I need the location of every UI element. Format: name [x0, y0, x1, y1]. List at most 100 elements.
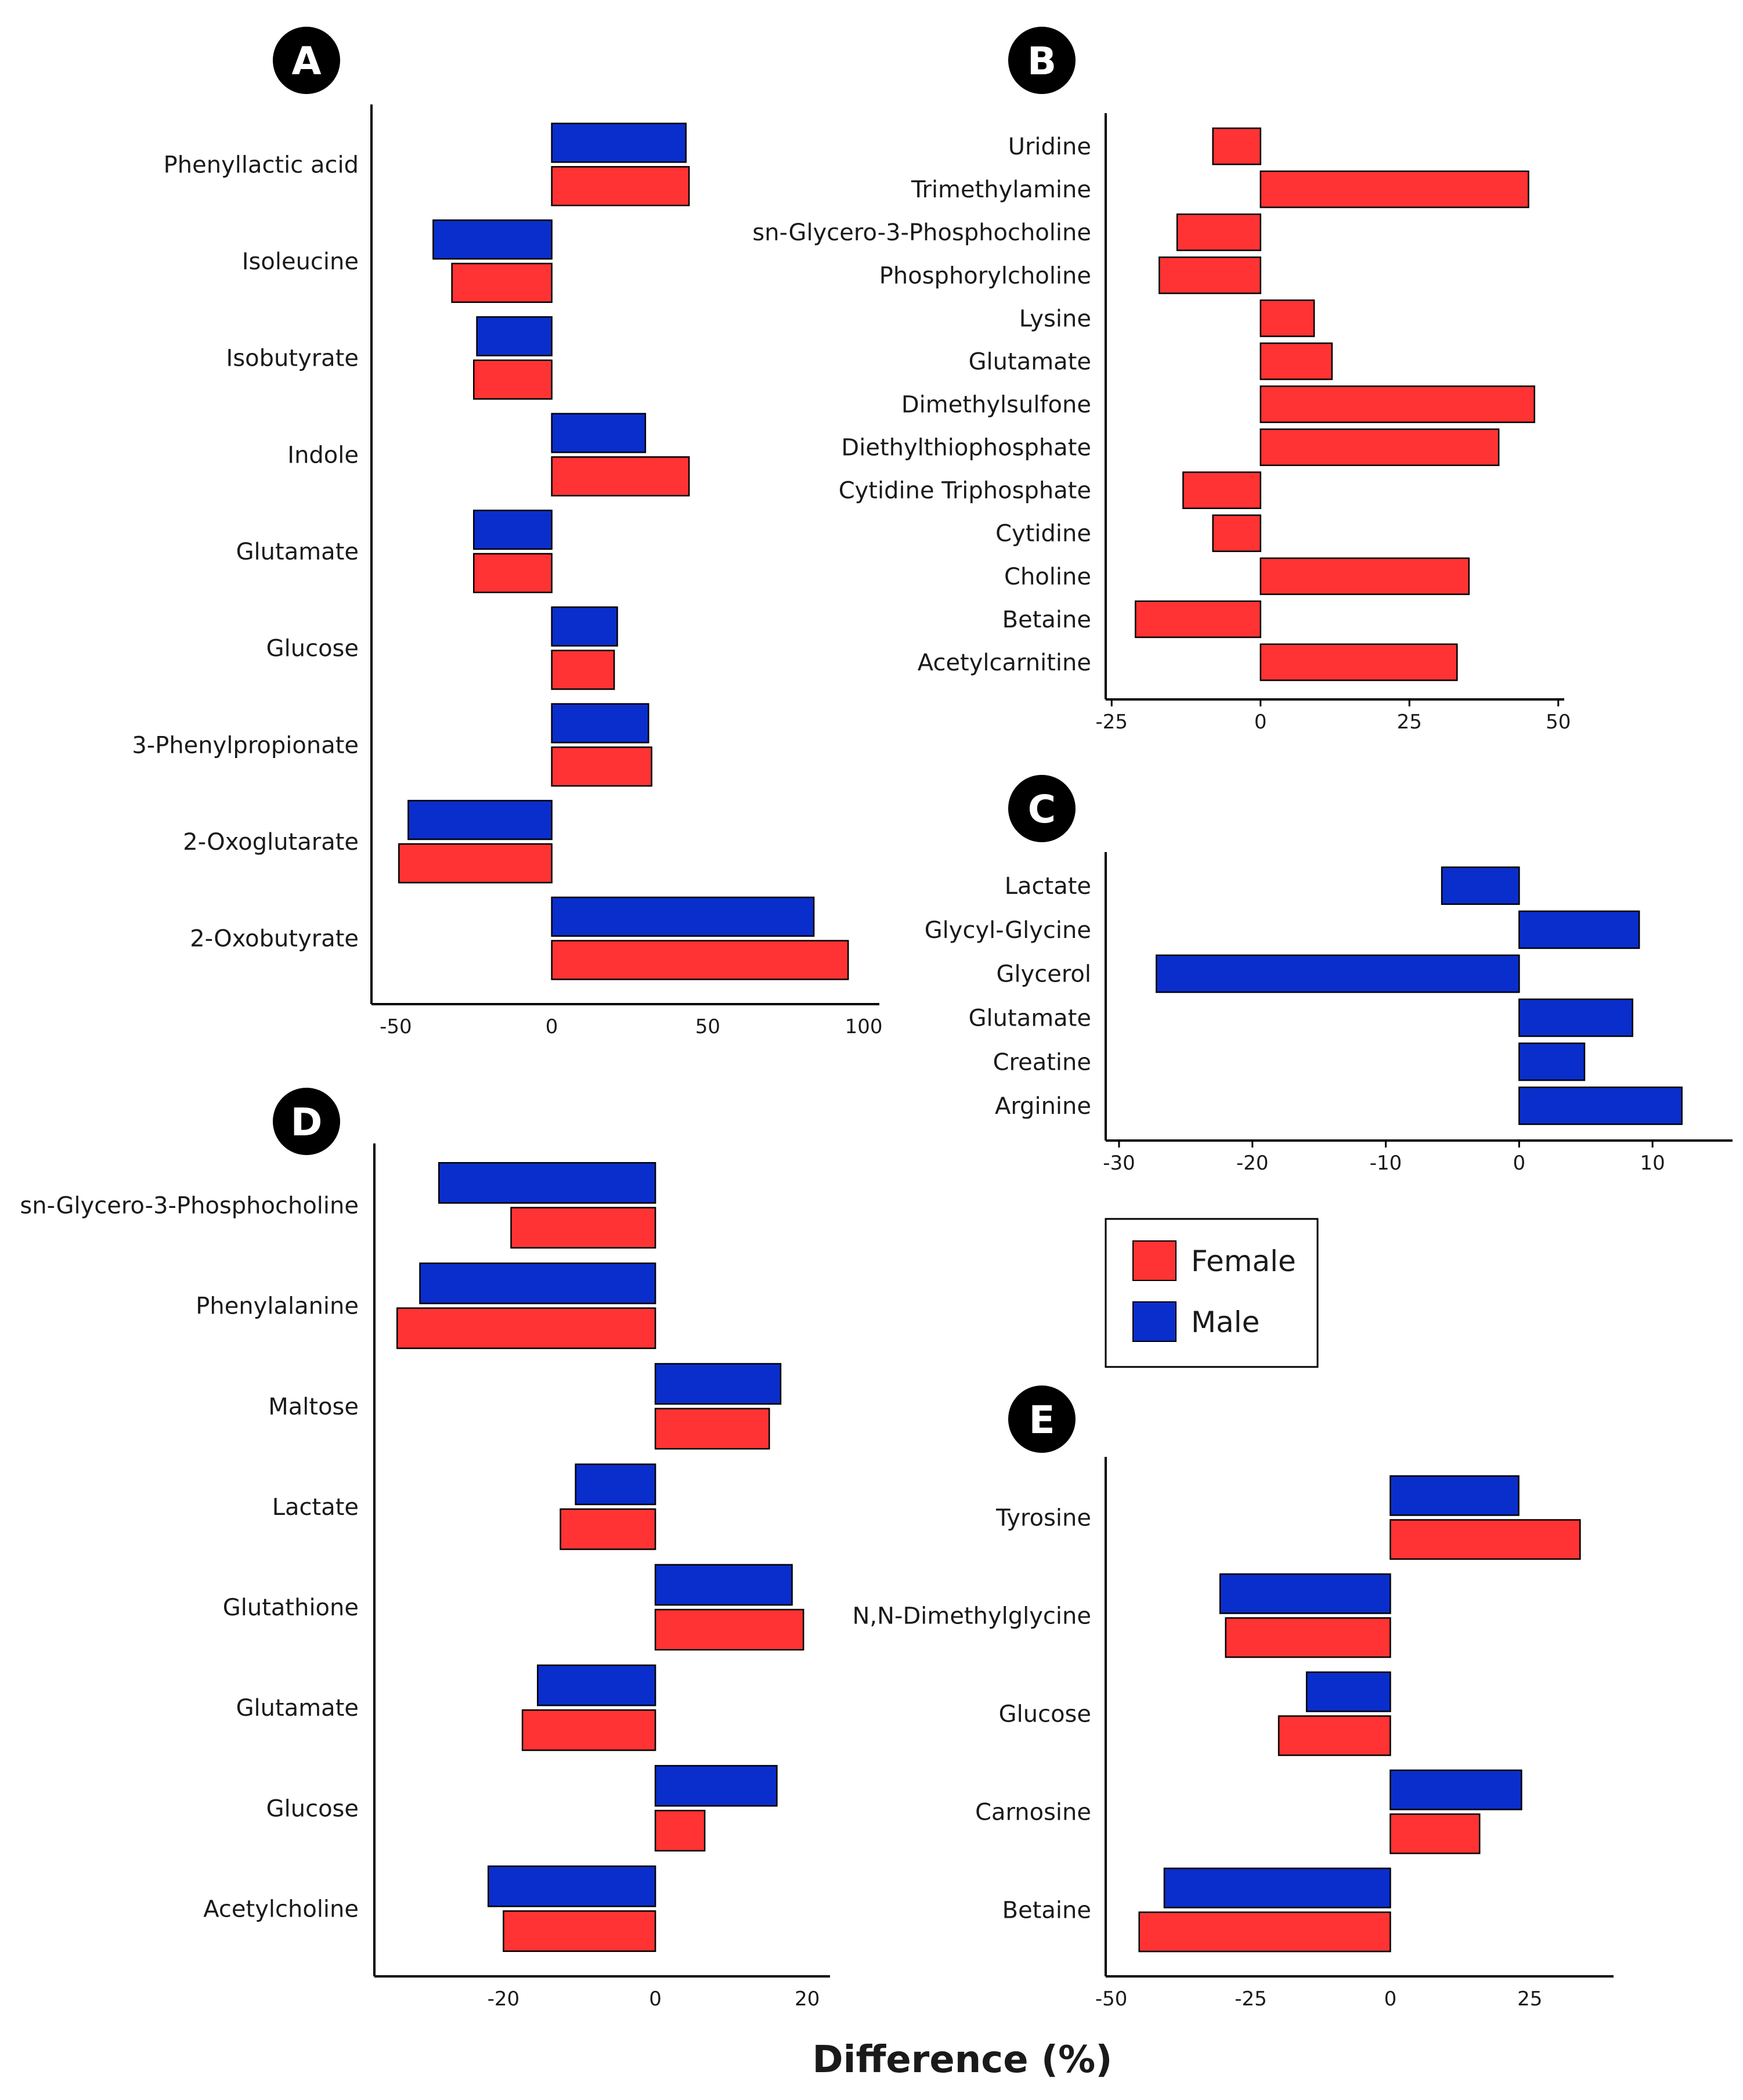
bar-male [551, 606, 618, 647]
panel-badge [1008, 27, 1076, 94]
bar-female [473, 359, 553, 400]
x-tick-label: 50 [695, 1015, 720, 1038]
bar-male [476, 316, 553, 356]
bar-male [438, 1162, 656, 1204]
category-label: Isobutyrate [226, 345, 359, 372]
panel-letter: B [1027, 39, 1056, 84]
category-label: Lactate [272, 1494, 359, 1521]
bar-male [432, 219, 553, 260]
category-label: Glucose [266, 1795, 359, 1822]
category-label: Lysine [1019, 305, 1091, 332]
bar-female [654, 1810, 706, 1852]
bar-male [473, 510, 553, 550]
bar-male [537, 1664, 656, 1706]
bar-male [1518, 910, 1640, 949]
bar-female [551, 456, 690, 497]
x-tick-label: 0 [649, 1987, 662, 2011]
bar-female [396, 1307, 656, 1350]
category-label: Betaine [1002, 607, 1091, 633]
bar-male [575, 1463, 656, 1506]
category-label: Arginine [995, 1093, 1091, 1120]
bar-male [1441, 866, 1520, 905]
bar-female [1278, 1715, 1391, 1756]
category-label: Phenyllactic acid [164, 151, 359, 178]
category-label: Choline [1004, 564, 1091, 590]
x-tick-label: -50 [380, 1015, 412, 1038]
bar-female [1260, 643, 1458, 681]
x-tick-label: 25 [1397, 710, 1422, 734]
bar-female [1225, 1617, 1391, 1658]
category-label: Uridine [1008, 133, 1091, 160]
x-tick-label: -50 [1095, 1987, 1128, 2011]
bar-female [654, 1608, 804, 1651]
bar-male [419, 1262, 656, 1304]
category-label: 2-Oxobutyrate [190, 926, 359, 952]
x-tick-label: -20 [488, 1987, 520, 2011]
panel-badge [273, 1088, 340, 1155]
panel-badge [273, 27, 340, 94]
x-tick-label: 0 [546, 1015, 558, 1038]
bar-male [654, 1564, 793, 1606]
bar-male [654, 1765, 778, 1807]
x-tick-label: -25 [1095, 710, 1128, 734]
category-label: Betaine [1002, 1897, 1091, 1924]
legend-swatch-male [1132, 1301, 1177, 1342]
panel-d: -20 0 20 sn-Glycero-3-Phosphocholine Phenyla… [20, 1088, 830, 2011]
bar-male [551, 122, 687, 163]
panel-e: -50 -25 0 25 Tyrosine N,N-Dimethylglycine Gluc… [852, 1385, 1614, 2011]
bar-male [551, 896, 815, 937]
bar-male [654, 1363, 782, 1405]
panel-c: -30 -20 -10 0 10 Lactate Glycyl-Glycine Glycero… [925, 775, 1733, 1175]
bar-female [521, 1709, 656, 1751]
category-label: Isoleucine [242, 248, 359, 275]
panel-letter: A [291, 39, 321, 84]
category-label: Dimethylsulfone [901, 392, 1091, 418]
bar-female [451, 262, 553, 303]
bar-female [1182, 471, 1262, 510]
x-tick-label: -20 [1236, 1152, 1269, 1175]
bar-female [560, 1508, 656, 1550]
category-label: Phenylalanine [196, 1293, 359, 1320]
bar-female [1260, 428, 1500, 466]
category-label: Glutamate [969, 1005, 1091, 1031]
panel-letter: C [1028, 787, 1056, 832]
x-tick-label: 20 [795, 1987, 820, 2011]
x-tick-label: 50 [1546, 710, 1571, 734]
bar-male [1518, 998, 1633, 1037]
bar-male [1518, 1086, 1683, 1125]
panel-letter: E [1029, 1398, 1055, 1442]
panel-b: -25 0 25 50 Uridine Trimethylamine sn-Glycero-… [752, 27, 1571, 734]
bar-male [1219, 1573, 1391, 1614]
category-label: Acetylcholine [203, 1896, 359, 1922]
bar-female [503, 1910, 656, 1952]
bar-male [407, 800, 553, 840]
panel-letter: D [291, 1100, 323, 1145]
category-label: Carnosine [975, 1799, 1091, 1826]
category-label: sn-Glycero-3-Phosphocholine [20, 1193, 359, 1219]
bar-female [1260, 385, 1535, 423]
bar-female [654, 1408, 770, 1450]
category-label: sn-Glycero-3-Phosphocholine [752, 219, 1091, 246]
category-label: Creatine [993, 1049, 1091, 1076]
bar-female [1212, 127, 1262, 165]
bar-female [510, 1207, 656, 1249]
x-tick-label: -30 [1103, 1152, 1135, 1175]
category-label: Glucose [266, 636, 359, 662]
legend: Female Male [1105, 1218, 1319, 1368]
category-label: Glucose [999, 1701, 1091, 1728]
x-axis-title: Difference (%) [812, 2038, 1112, 2081]
bar-female [1159, 256, 1262, 294]
bar-female [1390, 1813, 1481, 1854]
legend-label-female: Female [1191, 1244, 1296, 1278]
category-label: Phosphorylcholine [879, 262, 1091, 289]
x-tick-label: 0 [1513, 1152, 1526, 1175]
category-label: Cytidine Triphosphate [839, 478, 1091, 504]
category-label: Lactate [1005, 873, 1091, 900]
bar-female [551, 940, 849, 980]
panel-badge [1008, 1385, 1076, 1453]
category-label: Maltose [268, 1394, 359, 1420]
bar-female [1260, 299, 1315, 337]
bar-female [1135, 600, 1262, 638]
panel-a: -50 0 50 100 Phenyllactic acid Isoleucine Isob… [132, 27, 883, 1038]
